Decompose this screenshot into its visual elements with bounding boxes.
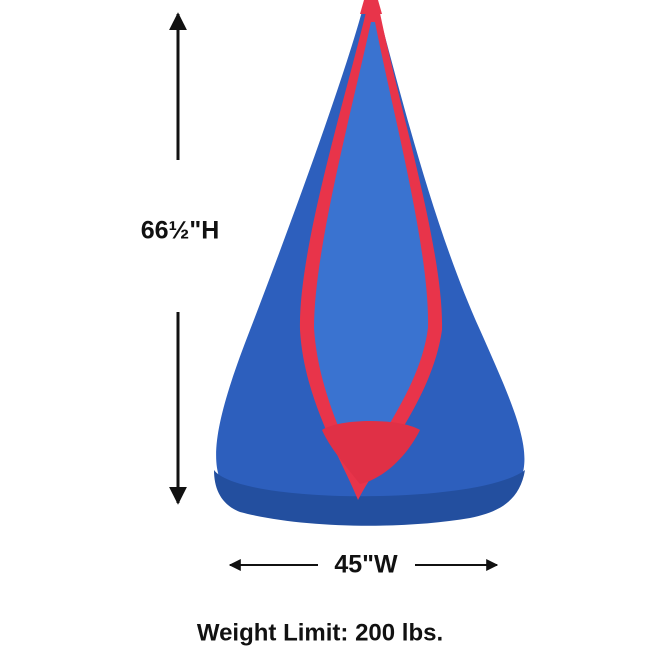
width-label: 45"W	[334, 551, 398, 579]
pod-base-shadow	[214, 470, 525, 526]
seat-cushion	[322, 421, 420, 484]
width-dimension: 45"W	[228, 551, 499, 579]
weight-limit: Weight Limit: 200 lbs.	[197, 619, 443, 646]
height-dimension: 66½"H	[141, 12, 220, 505]
opening-interior	[314, 22, 429, 480]
hanging-pod	[214, 0, 525, 526]
height-label: 66½"H	[141, 217, 220, 245]
